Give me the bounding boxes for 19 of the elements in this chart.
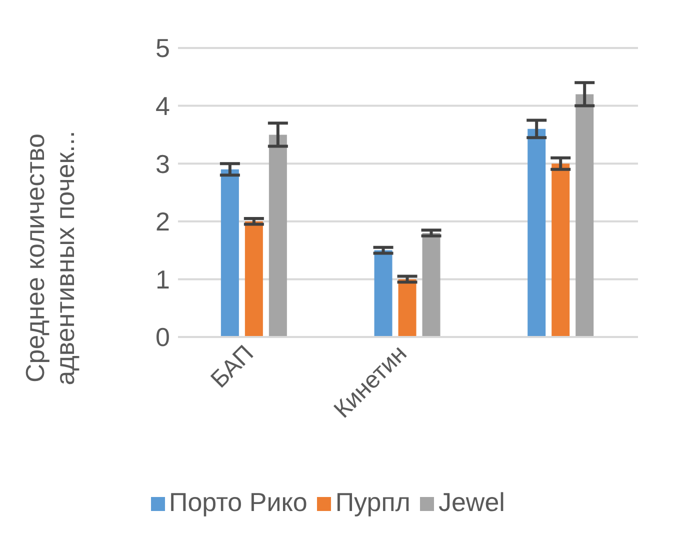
bar — [398, 279, 416, 337]
y-tick-label: 0 — [156, 322, 170, 352]
y-tick-label: 3 — [156, 148, 170, 179]
bar — [374, 250, 392, 337]
bar — [268, 134, 287, 337]
bar — [244, 221, 263, 337]
legend-label: Jewel — [438, 487, 505, 517]
y-tick-label: 5 — [156, 33, 170, 64]
legend-label: Пурпл — [335, 487, 410, 517]
bar — [576, 94, 594, 337]
y-axis-title: Среднее количество адвентивных почек... — [20, 130, 80, 386]
legend-label: Порто Рико — [169, 487, 308, 517]
y-tick-label: 2 — [156, 206, 170, 237]
y-tick-label: 1 — [156, 264, 170, 294]
y-tick-label: 4 — [156, 91, 170, 122]
bar — [528, 128, 546, 337]
bar — [552, 164, 570, 337]
bar — [422, 232, 440, 337]
bar — [220, 169, 239, 337]
